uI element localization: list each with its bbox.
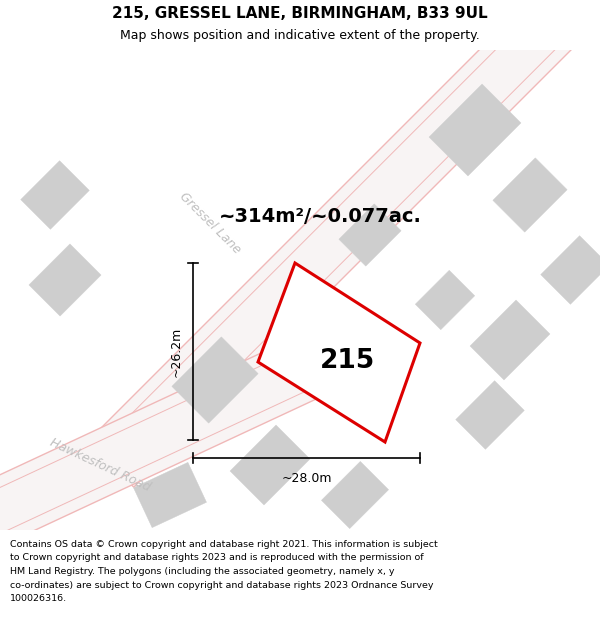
- Polygon shape: [134, 462, 206, 528]
- Polygon shape: [88, 3, 572, 487]
- Polygon shape: [29, 244, 101, 316]
- Polygon shape: [339, 204, 401, 266]
- Polygon shape: [172, 337, 258, 423]
- Text: ~314m²/~0.077ac.: ~314m²/~0.077ac.: [218, 208, 421, 226]
- Polygon shape: [541, 236, 600, 304]
- Polygon shape: [96, 11, 564, 479]
- Polygon shape: [415, 270, 475, 330]
- Text: 100026316.: 100026316.: [10, 594, 67, 603]
- Polygon shape: [429, 84, 521, 176]
- Text: 215: 215: [320, 348, 375, 374]
- Text: co-ordinates) are subject to Crown copyright and database rights 2023 Ordnance S: co-ordinates) are subject to Crown copyr…: [10, 581, 433, 589]
- Text: 215, GRESSEL LANE, BIRMINGHAM, B33 9UL: 215, GRESSEL LANE, BIRMINGHAM, B33 9UL: [112, 6, 488, 21]
- Text: HM Land Registry. The polygons (including the associated geometry, namely x, y: HM Land Registry. The polygons (includin…: [10, 567, 395, 576]
- Polygon shape: [0, 336, 343, 564]
- Text: Contains OS data © Crown copyright and database right 2021. This information is : Contains OS data © Crown copyright and d…: [10, 540, 438, 549]
- Text: Gressel Lane: Gressel Lane: [177, 190, 243, 256]
- Text: Hawkesford Road: Hawkesford Road: [47, 436, 152, 494]
- Polygon shape: [493, 158, 567, 232]
- Polygon shape: [456, 381, 524, 449]
- Polygon shape: [258, 263, 420, 442]
- Text: ~28.0m: ~28.0m: [281, 472, 332, 485]
- Polygon shape: [0, 326, 347, 574]
- Polygon shape: [470, 300, 550, 380]
- Text: to Crown copyright and database rights 2023 and is reproduced with the permissio: to Crown copyright and database rights 2…: [10, 554, 424, 562]
- Polygon shape: [21, 161, 89, 229]
- Polygon shape: [322, 461, 389, 529]
- Polygon shape: [230, 425, 310, 505]
- Text: Map shows position and indicative extent of the property.: Map shows position and indicative extent…: [120, 29, 480, 42]
- Text: ~26.2m: ~26.2m: [170, 326, 183, 377]
